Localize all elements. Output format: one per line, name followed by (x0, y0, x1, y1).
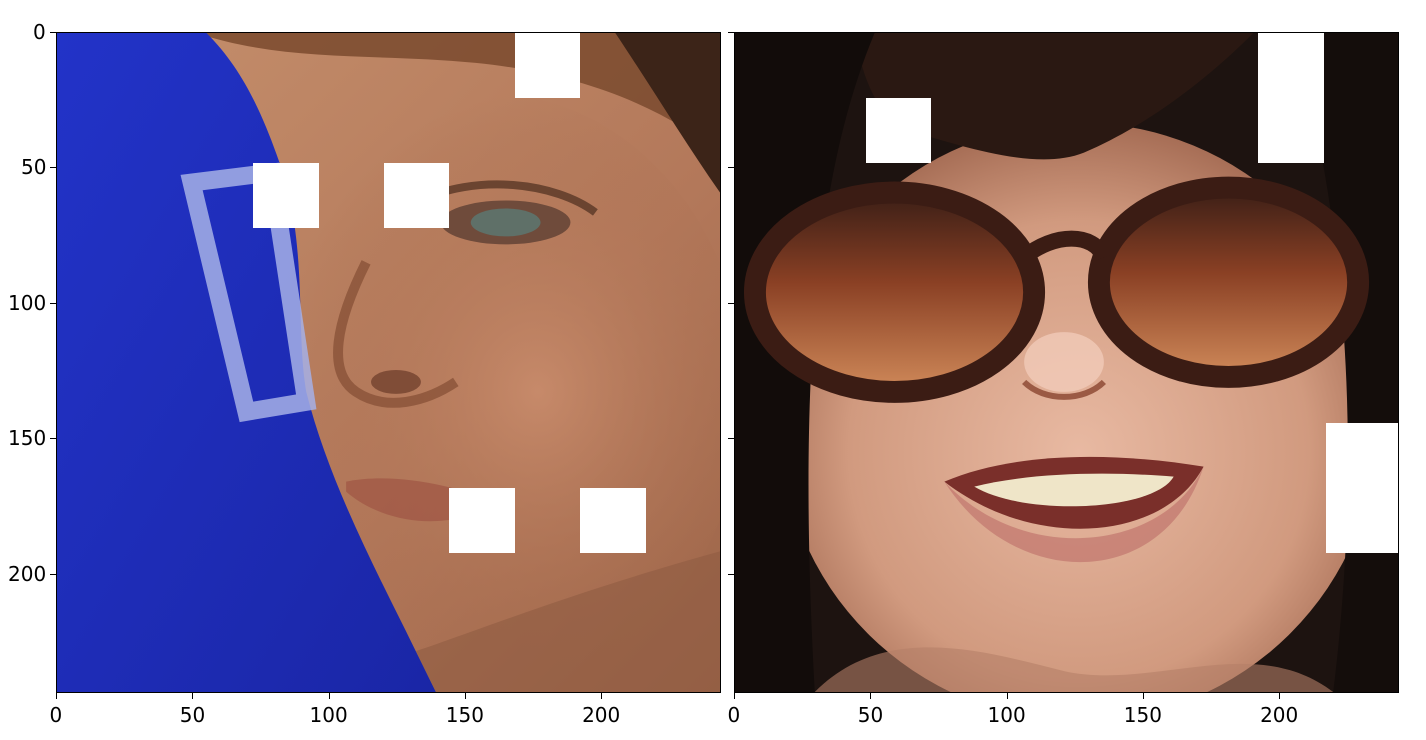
x-tick-label: 0 (727, 703, 741, 727)
x-tick-label: 200 (582, 703, 621, 727)
y-tick (728, 303, 734, 304)
mask-patch (1258, 33, 1324, 164)
y-tick-label: 200 (8, 561, 47, 586)
y-tick (50, 574, 56, 575)
mask-patch (449, 488, 515, 554)
y-tick (728, 438, 734, 439)
right-image-panel (734, 32, 1399, 693)
mask-patch (580, 488, 646, 554)
y-tick-label: 50 (21, 155, 47, 180)
mask-patch (253, 163, 319, 229)
x-tick-label: 200 (1260, 703, 1299, 727)
x-tick (870, 693, 871, 699)
x-tick (329, 693, 330, 699)
x-tick (465, 693, 466, 699)
y-tick (728, 32, 734, 33)
y-tick-label: 0 (33, 20, 46, 44)
mask-patch (1326, 423, 1398, 554)
y-tick (50, 303, 56, 304)
mask-patch (384, 163, 450, 229)
x-tick-label: 150 (1123, 703, 1162, 727)
x-tick-label: 0 (49, 703, 63, 727)
y-tick (50, 438, 56, 439)
mask-patch (865, 98, 932, 164)
y-tick (50, 167, 56, 168)
x-tick-label: 100 (987, 703, 1026, 727)
x-tick-label: 50 (179, 703, 206, 727)
x-tick (192, 693, 193, 699)
face-photo-left (57, 33, 720, 692)
mask-patch (514, 33, 581, 99)
y-tick (728, 574, 734, 575)
left-image-panel (56, 32, 721, 693)
x-tick-label: 50 (857, 703, 884, 727)
y-tick (728, 167, 734, 168)
x-tick (1143, 693, 1144, 699)
x-tick-label: 150 (445, 703, 484, 727)
x-tick (1007, 693, 1008, 699)
x-tick (601, 693, 602, 699)
x-tick-label: 100 (309, 703, 348, 727)
x-tick (734, 693, 735, 699)
y-tick-label: 150 (8, 426, 47, 451)
x-tick (56, 693, 57, 699)
x-tick (1279, 693, 1280, 699)
y-tick-label: 100 (8, 290, 47, 315)
y-tick (50, 32, 56, 33)
